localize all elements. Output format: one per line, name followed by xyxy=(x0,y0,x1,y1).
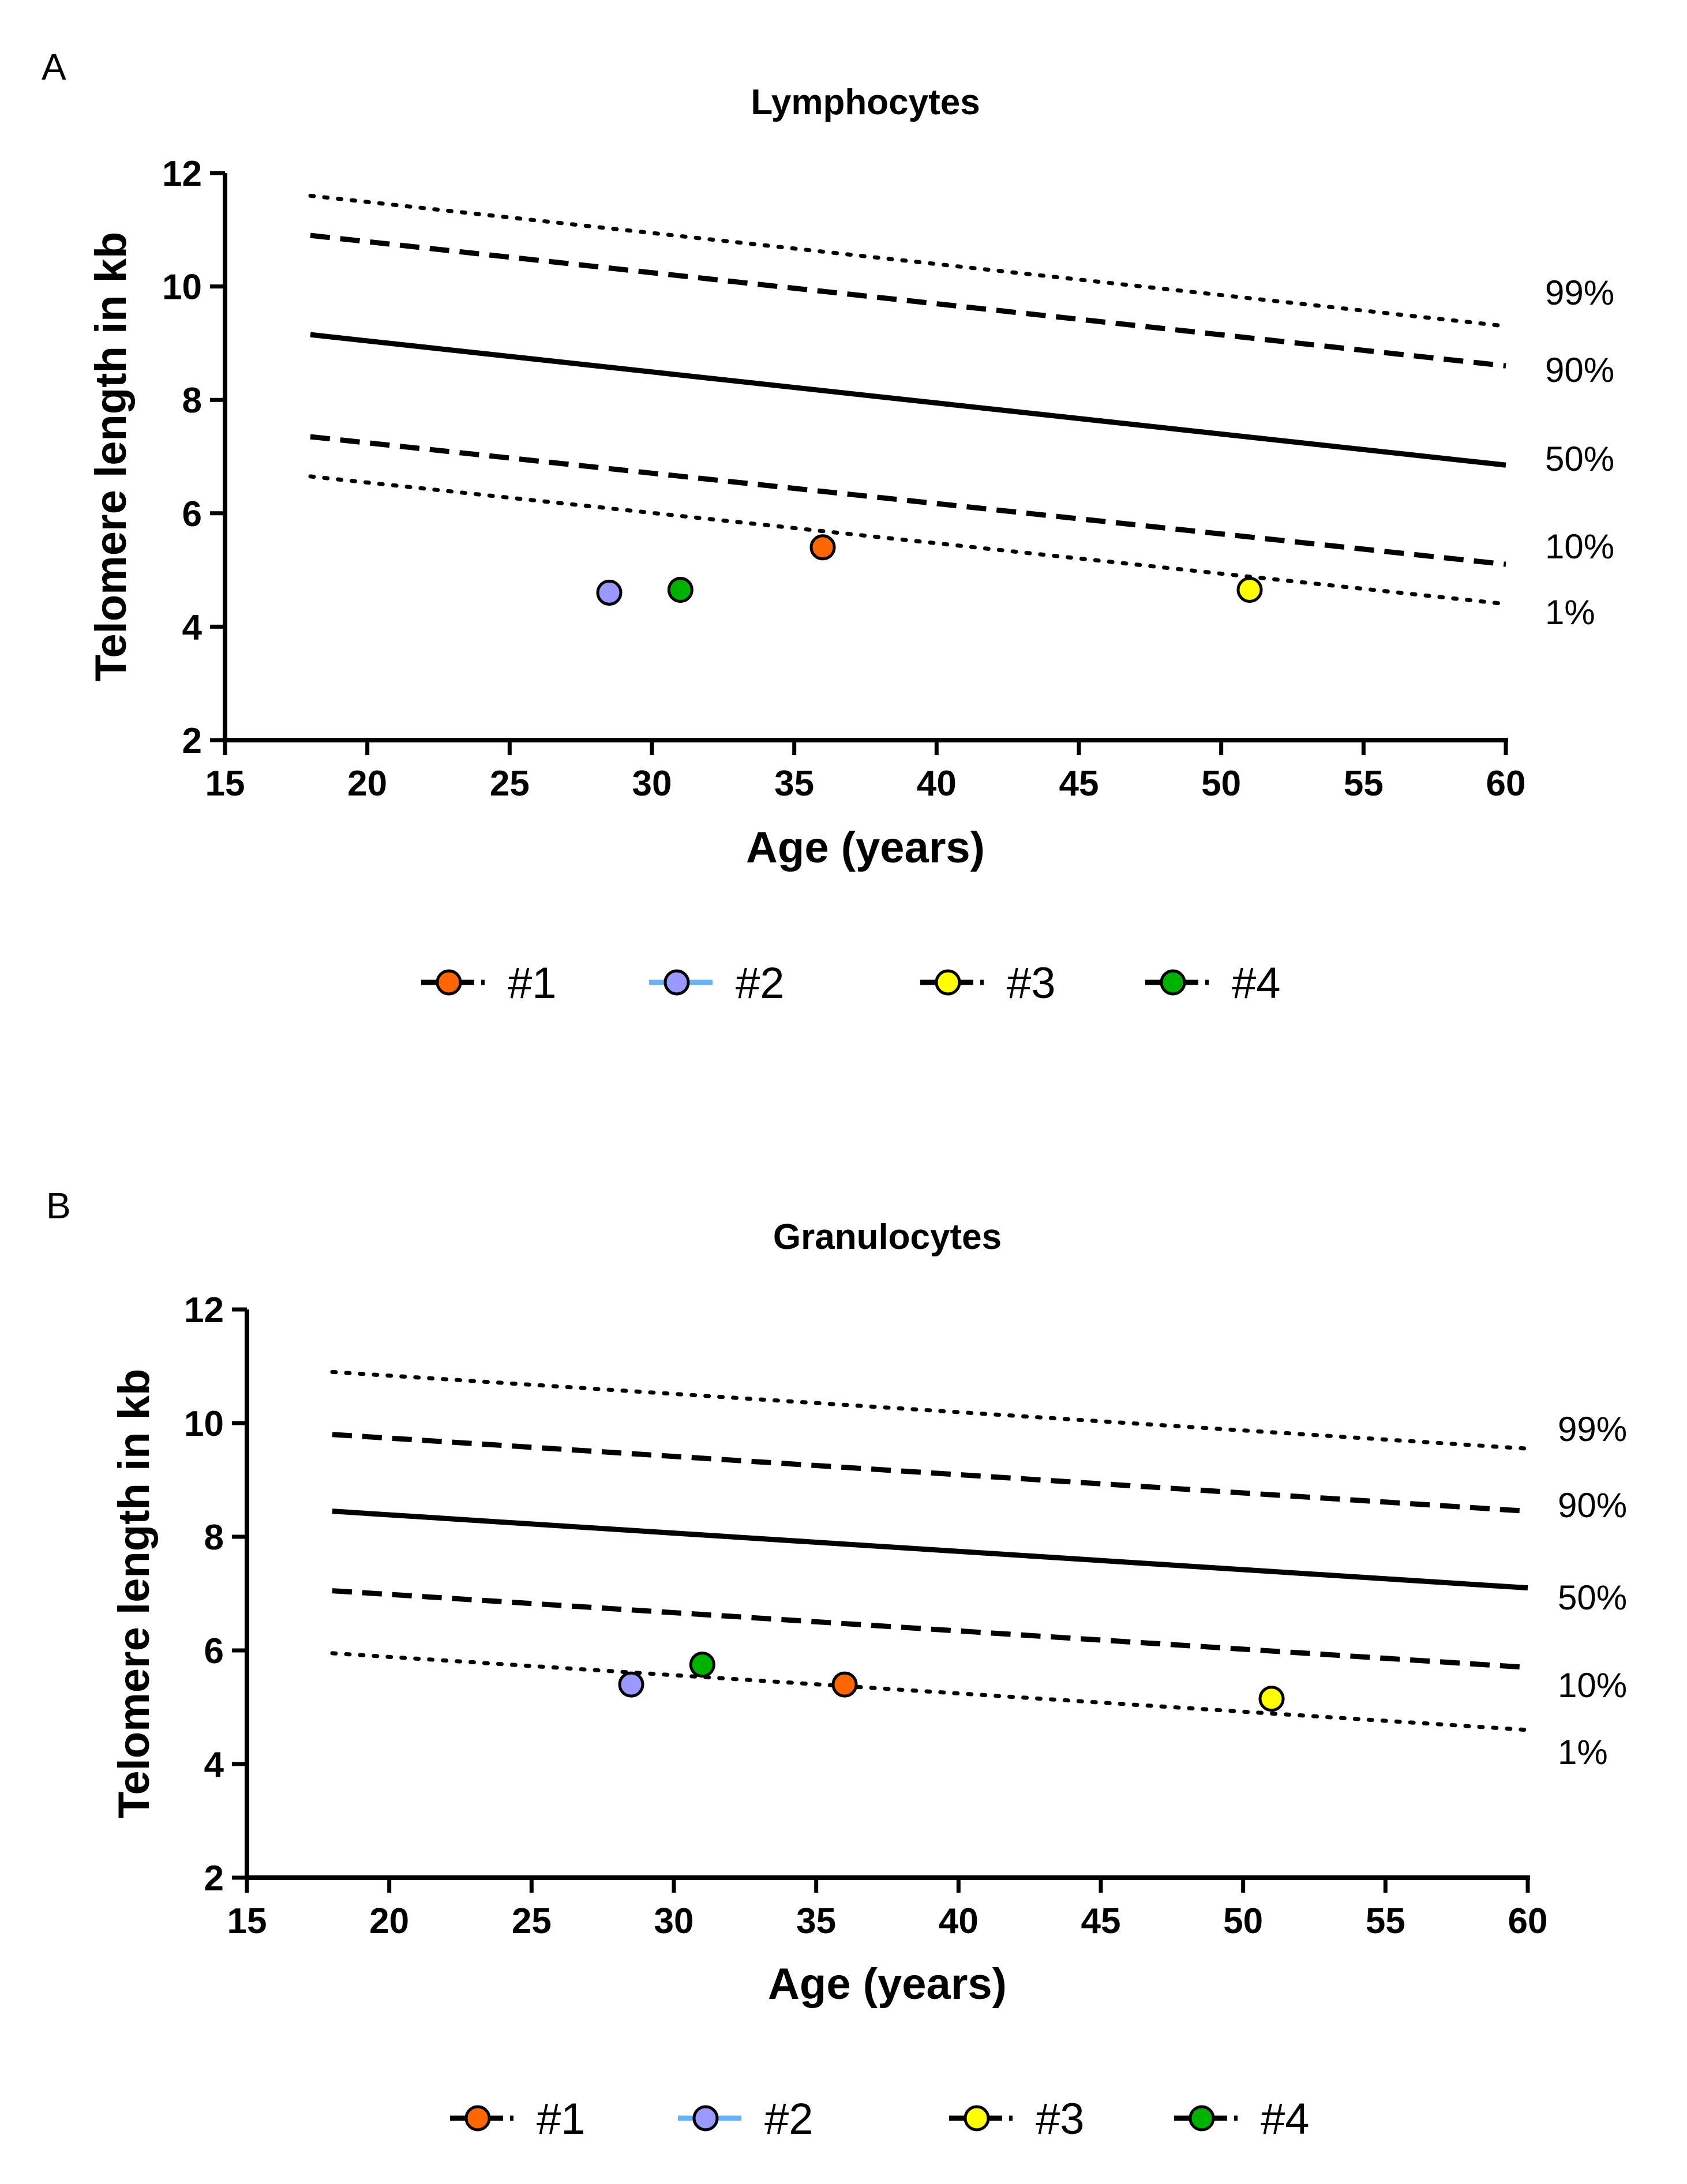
percentile-label: 10% xyxy=(1545,527,1614,566)
data-point-1 xyxy=(809,534,836,561)
x-tick-label: 40 xyxy=(917,764,957,804)
legend-item: #1 xyxy=(421,959,557,1008)
data-point-4 xyxy=(667,577,693,603)
legend-item: #4 xyxy=(1145,959,1281,1008)
legend-marker xyxy=(964,2105,990,2132)
percentile-line-50 xyxy=(332,1508,1528,1591)
legend-label: #2 xyxy=(736,959,785,1008)
legend-marker xyxy=(935,969,961,996)
x-tick-label: 50 xyxy=(1201,764,1241,804)
legend-item: #1 xyxy=(450,2095,586,2144)
y-tick-label: 2 xyxy=(182,721,202,761)
percentile-label: 1% xyxy=(1558,1733,1608,1772)
percentile-line-1 xyxy=(308,474,1508,606)
y-tick-label: 10 xyxy=(184,1404,224,1444)
legend-marker xyxy=(692,2105,719,2132)
chart-title: Lymphocytes xyxy=(751,82,980,122)
chart-panel-b: B Granulocytes 15 20 25 30 35 40 45 50 55 60 2 4 6 8 10 1… xyxy=(46,1185,1627,2144)
x-tick-label: 55 xyxy=(1344,764,1384,804)
x-tick-label: 40 xyxy=(939,1901,979,1941)
chart-title: Granulocytes xyxy=(773,1217,1002,1257)
percentile-label: 90% xyxy=(1545,351,1614,389)
data-point-3 xyxy=(1258,1686,1285,1712)
data-point-1 xyxy=(831,1671,858,1698)
legend-marker xyxy=(464,2105,491,2132)
y-tick-label: 4 xyxy=(182,607,203,647)
legend-label: #1 xyxy=(537,2095,586,2144)
y-tick-label: 2 xyxy=(204,1859,224,1898)
x-tick-label: 20 xyxy=(347,764,387,804)
percentile-line-10 xyxy=(332,1588,1528,1671)
legend-marker xyxy=(1160,969,1186,996)
legend-label: #4 xyxy=(1232,959,1281,1008)
legend-label: #3 xyxy=(1007,959,1056,1008)
x-tick-label: 15 xyxy=(227,1901,267,1941)
x-tick-label: 50 xyxy=(1223,1901,1263,1941)
legend-label: #2 xyxy=(764,2095,813,2144)
legend-label: #3 xyxy=(1036,2095,1085,2144)
legend-item: #3 xyxy=(920,959,1056,1008)
data-point-2 xyxy=(618,1671,644,1698)
legend-item: #3 xyxy=(949,2095,1085,2144)
x-tick-label: 30 xyxy=(632,764,672,804)
y-tick-label: 10 xyxy=(162,268,202,307)
x-tick-label: 60 xyxy=(1508,1901,1548,1941)
legend-item: #2 xyxy=(649,959,785,1008)
x-tick-label: 25 xyxy=(490,764,530,804)
x-tick-label: 55 xyxy=(1366,1901,1405,1941)
percentile-label: 90% xyxy=(1558,1486,1627,1525)
x-tick-label: 35 xyxy=(774,764,814,804)
panel-letter: A xyxy=(42,46,66,88)
x-tick-label: 25 xyxy=(512,1901,552,1941)
percentile-label: 50% xyxy=(1558,1578,1627,1617)
x-tick-label: 60 xyxy=(1486,764,1526,804)
y-tick-label: 4 xyxy=(204,1745,224,1785)
x-tick-label: 20 xyxy=(369,1901,409,1941)
y-tick-label: 12 xyxy=(184,1290,224,1330)
legend-marker xyxy=(1189,2105,1215,2132)
percentile-line-90 xyxy=(332,1432,1528,1514)
legend-label: #4 xyxy=(1261,2095,1310,2144)
y-tick-label: 6 xyxy=(204,1631,224,1671)
data-point-2 xyxy=(596,579,623,606)
percentile-line-10 xyxy=(310,434,1506,567)
y-tick-label: 6 xyxy=(182,494,202,534)
percentile-label: 10% xyxy=(1558,1666,1627,1705)
y-axis-label: Telomere length in kb xyxy=(110,1369,159,1819)
legend-label: #1 xyxy=(508,959,557,1008)
percentile-label: 50% xyxy=(1545,440,1614,478)
x-tick-label: 45 xyxy=(1059,764,1099,804)
x-axis-label: Age (years) xyxy=(768,1960,1007,2009)
y-tick-label: 8 xyxy=(204,1518,224,1558)
percentile-line-99 xyxy=(308,193,1508,328)
percentile-label: 99% xyxy=(1558,1410,1627,1449)
y-tick-label: 8 xyxy=(182,381,202,421)
legend-item: #4 xyxy=(1174,2095,1310,2144)
percentile-label: 1% xyxy=(1545,593,1595,632)
percentile-line-99 xyxy=(330,1369,1530,1451)
x-tick-label: 30 xyxy=(654,1901,694,1941)
chart-panel-a: A Lymphocytes 15 20 25 30 35 40 45 50 55 60 2 4 6 8 10 12… xyxy=(42,46,1614,1008)
legend-marker xyxy=(436,969,462,996)
x-tick-label: 45 xyxy=(1081,1901,1121,1941)
percentile-label: 99% xyxy=(1545,273,1614,312)
legend-marker xyxy=(663,969,690,996)
x-tick-label: 15 xyxy=(205,764,245,804)
y-axis-label: Telomere length in kb xyxy=(87,232,136,682)
x-axis-label: Age (years) xyxy=(746,823,985,872)
panel-letter: B xyxy=(46,1185,71,1226)
y-tick-label: 12 xyxy=(162,154,202,194)
legend-item: #2 xyxy=(678,2095,813,2144)
percentile-line-90 xyxy=(310,232,1506,369)
data-point-4 xyxy=(689,1652,715,1678)
x-tick-label: 35 xyxy=(796,1901,836,1941)
percentile-line-1 xyxy=(330,1651,1530,1732)
data-point-3 xyxy=(1236,577,1263,603)
percentile-line-50 xyxy=(310,332,1506,468)
